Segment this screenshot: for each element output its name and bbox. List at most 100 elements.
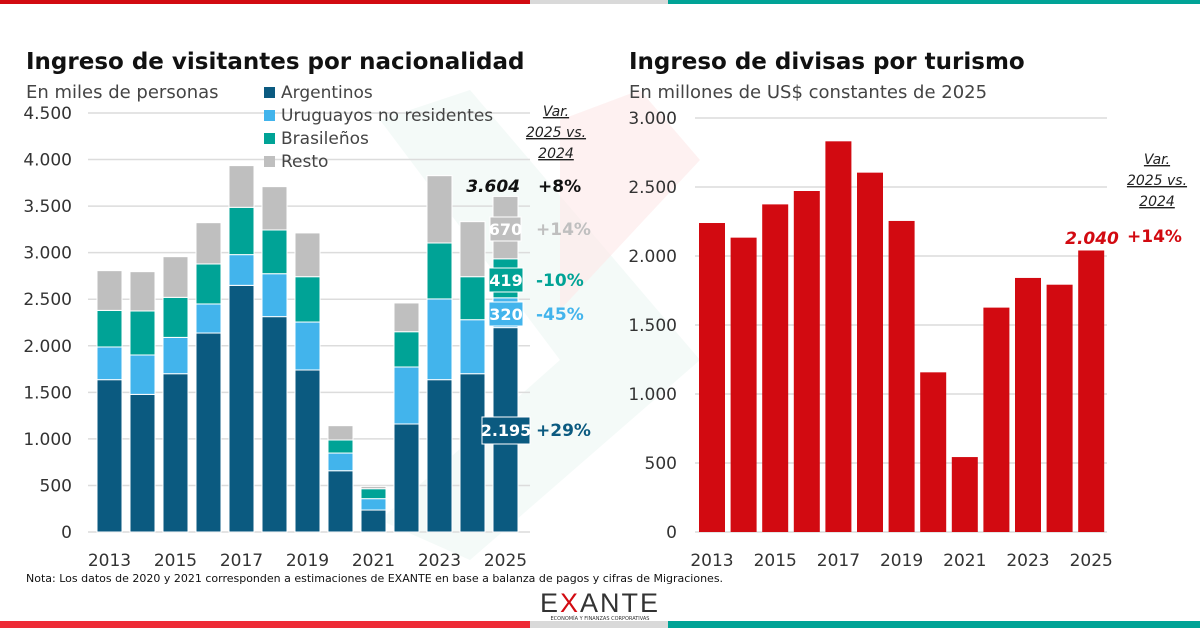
bar-resto-2024 xyxy=(459,221,486,278)
bar-brasileños-2014 xyxy=(129,310,156,356)
bar-brasileños-2017 xyxy=(228,206,255,256)
bar-divisas-2020 xyxy=(920,372,947,532)
x-tick-label: 2017 xyxy=(220,551,263,571)
bar-uruguayos-2013 xyxy=(96,346,123,381)
right-chart-title: Ingreso de divisas por turismo xyxy=(629,49,1025,75)
bar-brasileños-2021 xyxy=(360,488,387,500)
bar-brasileños-2023 xyxy=(426,242,453,300)
bar-brasileños-2018 xyxy=(261,229,288,275)
x-tick-label: 2013 xyxy=(88,551,131,571)
bar-divisas-2018 xyxy=(857,172,883,532)
x-tick-label: 2025 xyxy=(484,551,527,571)
bar-resto-2015 xyxy=(162,256,189,298)
bar-resto-2018 xyxy=(261,186,288,231)
total-var-label: +8% xyxy=(538,177,581,197)
value-label: 2.195 xyxy=(481,421,532,440)
bar-brasileños-2024 xyxy=(459,276,486,321)
var-label: +29% xyxy=(536,421,591,441)
bar-divisas-2017 xyxy=(825,141,852,532)
value-box xyxy=(488,301,524,327)
value-box xyxy=(489,216,522,242)
bar-argentinos-2023 xyxy=(426,379,453,533)
var-header: Var. xyxy=(543,104,569,120)
bar-argentinos-2018 xyxy=(261,316,288,533)
y-tick-label: 2.500 xyxy=(628,178,677,198)
x-tick-label: 2013 xyxy=(690,551,733,571)
bar-uruguayos-2019 xyxy=(294,321,321,371)
bar-divisas-2016 xyxy=(793,191,820,532)
bar-divisas-2019 xyxy=(888,220,915,532)
bar-uruguayos-2023 xyxy=(426,298,453,381)
bar-resto-2022 xyxy=(393,302,420,333)
x-tick-label: 2021 xyxy=(352,551,395,571)
legend-label: Resto xyxy=(281,152,328,172)
bar-uruguayos-2024 xyxy=(459,319,486,375)
var-header: 2024 xyxy=(538,146,574,162)
bar-divisas-2024 xyxy=(1046,284,1073,532)
x-tick-label: 2023 xyxy=(1006,551,1049,571)
x-tick-label: 2015 xyxy=(754,551,797,571)
bar-argentinos-2016 xyxy=(195,332,222,533)
bar-resto-2020 xyxy=(327,425,354,441)
bar-argentinos-2024 xyxy=(459,373,486,533)
y-tick-label: 4.000 xyxy=(23,151,72,171)
bar-argentinos-2014 xyxy=(129,393,156,533)
bar-argentinos-2019 xyxy=(294,369,321,533)
bar-resto-2021 xyxy=(360,485,387,490)
x-tick-label: 2017 xyxy=(817,551,860,571)
left-chart-title: Ingreso de visitantes por nacionalidad xyxy=(26,49,524,75)
value-2025-label: 2.040 xyxy=(1065,229,1119,249)
var-header: 2025 vs. xyxy=(1127,173,1187,189)
bar-brasileños-2013 xyxy=(96,309,123,348)
y-tick-label: 500 xyxy=(40,476,72,496)
value-label: 320 xyxy=(489,305,522,324)
bar-argentinos-2013 xyxy=(96,379,123,533)
exante-logo: EXANTE ECONOMÍA Y FINANZAS CORPORATIVAS xyxy=(540,588,658,622)
bar-argentinos-2017 xyxy=(228,284,255,533)
var-header: 2025 vs. xyxy=(526,125,586,141)
bar-uruguayos-2015 xyxy=(162,336,189,375)
x-tick-label: 2019 xyxy=(286,551,329,571)
y-tick-label: 1.500 xyxy=(628,316,677,336)
bar-brasileños-2015 xyxy=(162,296,189,338)
y-tick-label: 1.500 xyxy=(23,383,72,403)
bar-brasileños-2022 xyxy=(393,331,420,368)
bar-uruguayos-2020 xyxy=(327,452,354,472)
value-label: 419 xyxy=(489,271,522,290)
bar-argentinos-2020 xyxy=(327,470,354,533)
bar-uruguayos-2014 xyxy=(129,354,156,395)
var-label: +14% xyxy=(1127,227,1182,247)
value-box xyxy=(481,416,531,445)
x-tick-label: 2021 xyxy=(943,551,986,571)
y-tick-label: 1.000 xyxy=(23,430,72,450)
bar-uruguayos-2021 xyxy=(360,498,387,511)
bar-divisas-2014 xyxy=(730,237,757,532)
bar-resto-2014 xyxy=(129,271,156,312)
y-tick-label: 3.500 xyxy=(23,197,72,217)
bar-divisas-2015 xyxy=(762,204,789,532)
bar-argentinos-2021 xyxy=(360,509,387,533)
legend-label: Uruguayos no residentes xyxy=(281,106,493,126)
var-header: 2024 xyxy=(1139,194,1175,210)
bar-uruguayos-2017 xyxy=(228,254,255,286)
bar-uruguayos-2022 xyxy=(393,366,420,425)
legend-swatch xyxy=(264,87,275,98)
bar-resto-2023 xyxy=(426,175,453,244)
top-color-bar xyxy=(0,0,1200,4)
var-label: +14% xyxy=(536,220,591,240)
y-tick-label: 0 xyxy=(61,523,72,543)
bar-divisas-2013 xyxy=(699,223,725,532)
legend-swatch xyxy=(264,110,275,121)
x-tick-label: 2019 xyxy=(880,551,923,571)
y-tick-label: 2.000 xyxy=(628,247,677,267)
bar-argentinos-2022 xyxy=(393,423,420,533)
bar-brasileños-2016 xyxy=(195,263,222,305)
bar-uruguayos-2018 xyxy=(261,273,288,318)
bar-divisas-2025 xyxy=(1078,250,1105,533)
x-tick-label: 2025 xyxy=(1070,551,1113,571)
y-tick-label: 4.500 xyxy=(23,104,72,124)
y-tick-label: 2.500 xyxy=(23,290,72,310)
bar-resto-2017 xyxy=(228,165,255,208)
var-header: Var. xyxy=(1144,152,1170,168)
